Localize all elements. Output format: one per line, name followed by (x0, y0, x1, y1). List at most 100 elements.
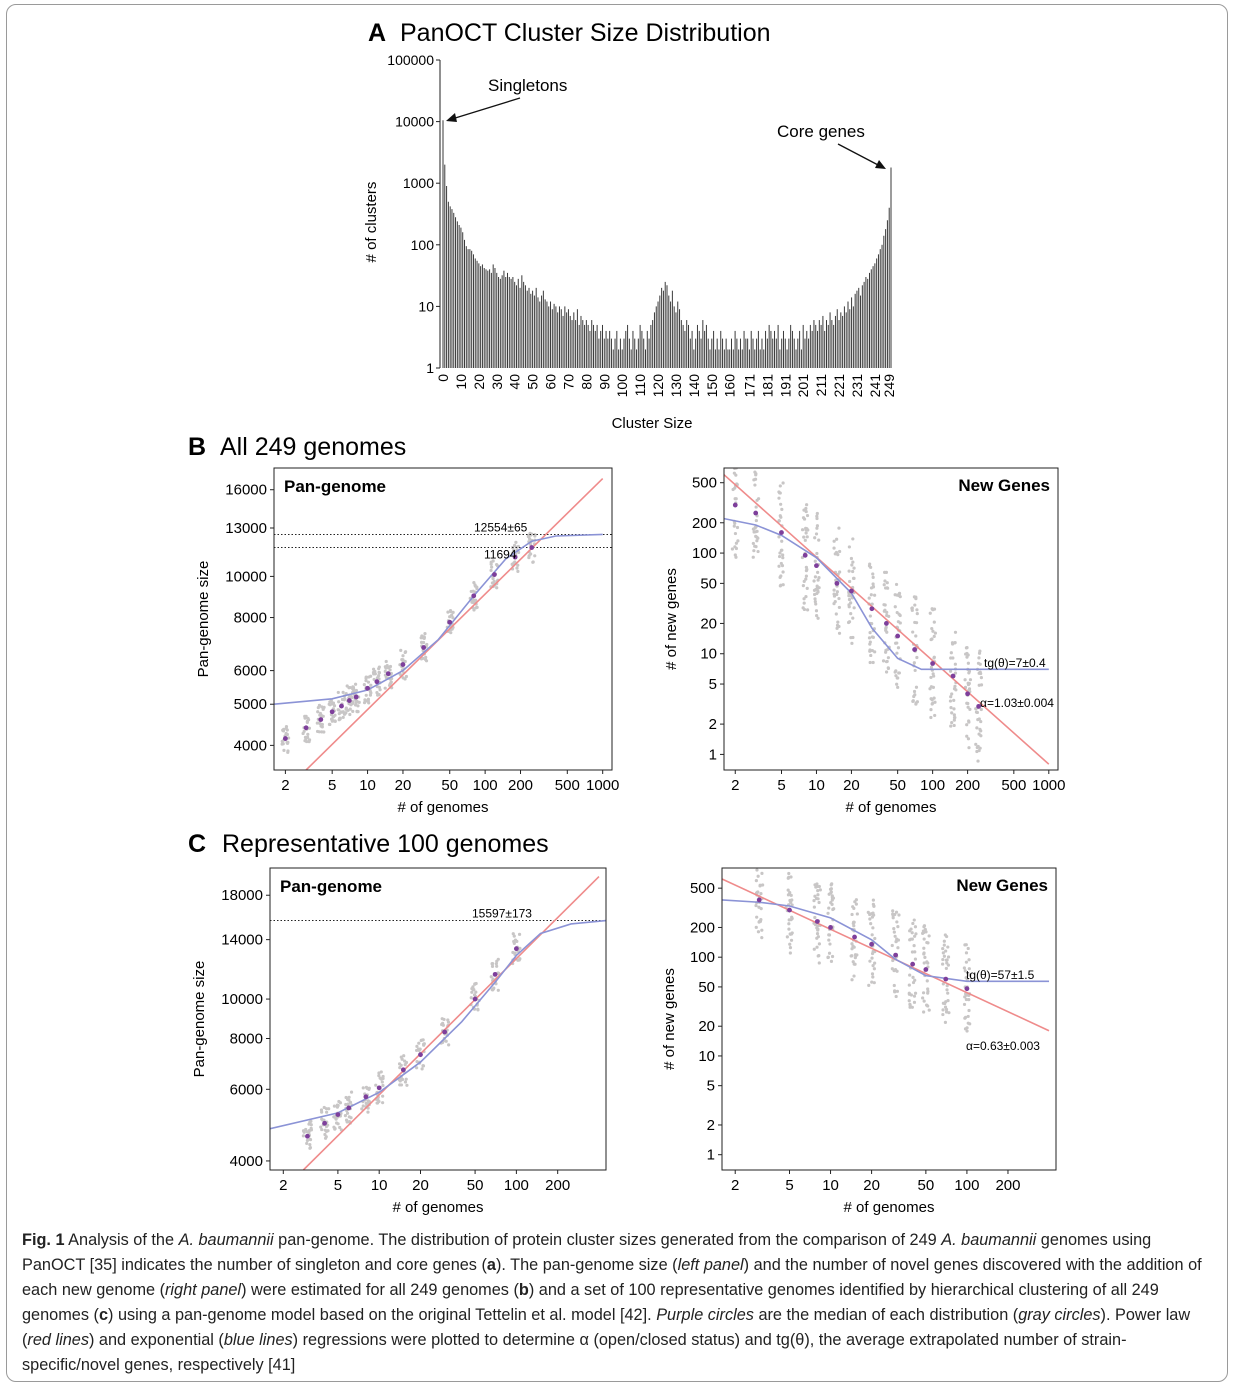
gray-point (371, 667, 376, 671)
caption-emphasis: blue lines (223, 1331, 293, 1349)
gray-point (449, 631, 453, 635)
median-point (753, 510, 759, 516)
gray-point (921, 929, 925, 933)
gray-point (804, 506, 808, 511)
gray-point (853, 962, 857, 966)
x-tick-label: 20 (412, 1177, 429, 1194)
gray-point (816, 570, 820, 574)
gray-point (302, 1130, 306, 1134)
gray-point (830, 954, 835, 959)
gray-point (977, 656, 981, 660)
gray-point (354, 701, 358, 705)
gray-point (922, 961, 926, 965)
gray-point (489, 562, 493, 566)
gray-point (962, 1002, 967, 1007)
gray-point (476, 1007, 480, 1011)
gray-point (894, 994, 898, 999)
annotation-label: 15597±173 (472, 907, 532, 921)
gray-point (309, 1126, 313, 1130)
caption-panel-ref: b (518, 1281, 529, 1299)
gray-point (883, 579, 887, 583)
gray-point (788, 951, 792, 955)
gray-point (375, 691, 379, 695)
x-tick-label: 40 (507, 374, 523, 390)
gray-point (812, 899, 816, 903)
gray-point (380, 1080, 384, 1084)
gray-point (896, 646, 901, 650)
median-point (834, 580, 840, 586)
x-tick-label: 50 (441, 777, 458, 794)
gray-point (307, 726, 312, 730)
gray-point (518, 946, 522, 950)
gray-point (943, 1020, 948, 1025)
gray-point (924, 930, 928, 934)
plot-area (724, 468, 1050, 765)
caption-text: ) regressions were plotted to determine … (22, 1331, 1127, 1374)
panel-a: A PanOCT Cluster Size Distribution Clust… (363, 19, 897, 432)
gray-point (871, 898, 875, 902)
gray-point (777, 490, 781, 494)
gray-point (327, 702, 331, 706)
gray-point (869, 593, 873, 597)
gray-point (326, 1123, 330, 1127)
caption-emphasis: Purple circles (656, 1306, 754, 1324)
gray-point (926, 961, 930, 965)
gray-point (922, 951, 926, 955)
panel-title: Pan-genome (280, 877, 382, 896)
gray-point (855, 912, 859, 916)
gray-point (942, 943, 946, 947)
gray-point (804, 595, 808, 599)
gray-point (946, 991, 950, 995)
gray-point (855, 953, 859, 957)
gray-point (910, 608, 914, 612)
median-point (943, 976, 949, 982)
gray-point (837, 605, 841, 610)
gray-point (305, 1130, 309, 1134)
gray-point (922, 924, 927, 928)
gray-point (318, 713, 322, 717)
gray-point (915, 655, 919, 660)
panel-title: Pan-genome (284, 477, 386, 496)
y-tick-label: 1 (707, 1147, 715, 1164)
gray-point (779, 548, 783, 552)
y-tick-label: 5 (709, 676, 717, 693)
gray-point (305, 1141, 309, 1146)
gray-point (868, 640, 872, 644)
gray-point (815, 584, 819, 588)
gray-point (933, 713, 937, 718)
gray-point (892, 930, 896, 934)
gray-point (851, 616, 855, 620)
gray-point (832, 539, 836, 543)
gray-point (347, 1098, 351, 1102)
gray-point (332, 1104, 337, 1108)
gray-point (928, 611, 932, 615)
gray-point (381, 1076, 385, 1081)
gray-point (952, 698, 956, 702)
gray-point (366, 1110, 370, 1114)
gray-point (950, 711, 954, 715)
gray-point (886, 656, 891, 660)
gray-point (447, 1043, 451, 1047)
gray-point (800, 528, 805, 532)
gray-point (944, 966, 948, 971)
gray-point (755, 539, 759, 543)
gray-point (754, 879, 758, 883)
gray-point (812, 579, 816, 583)
gray-point (914, 702, 918, 706)
x-axis-label: # of genomes (846, 799, 937, 816)
gray-point (417, 1041, 421, 1045)
gray-point (472, 581, 476, 585)
gray-point (348, 712, 352, 717)
x-tick-label: 181 (759, 374, 775, 398)
median-point (376, 1085, 382, 1091)
gray-point (489, 975, 493, 979)
gray-point (325, 1110, 329, 1114)
gray-point (949, 656, 953, 660)
x-tick-label: 200 (545, 1177, 570, 1194)
gray-point (851, 560, 855, 564)
gray-point (885, 613, 889, 618)
x-tick-label: 90 (596, 374, 612, 390)
gray-point (374, 1083, 378, 1087)
x-tick-label: 200 (955, 777, 980, 794)
gray-point (831, 907, 835, 912)
